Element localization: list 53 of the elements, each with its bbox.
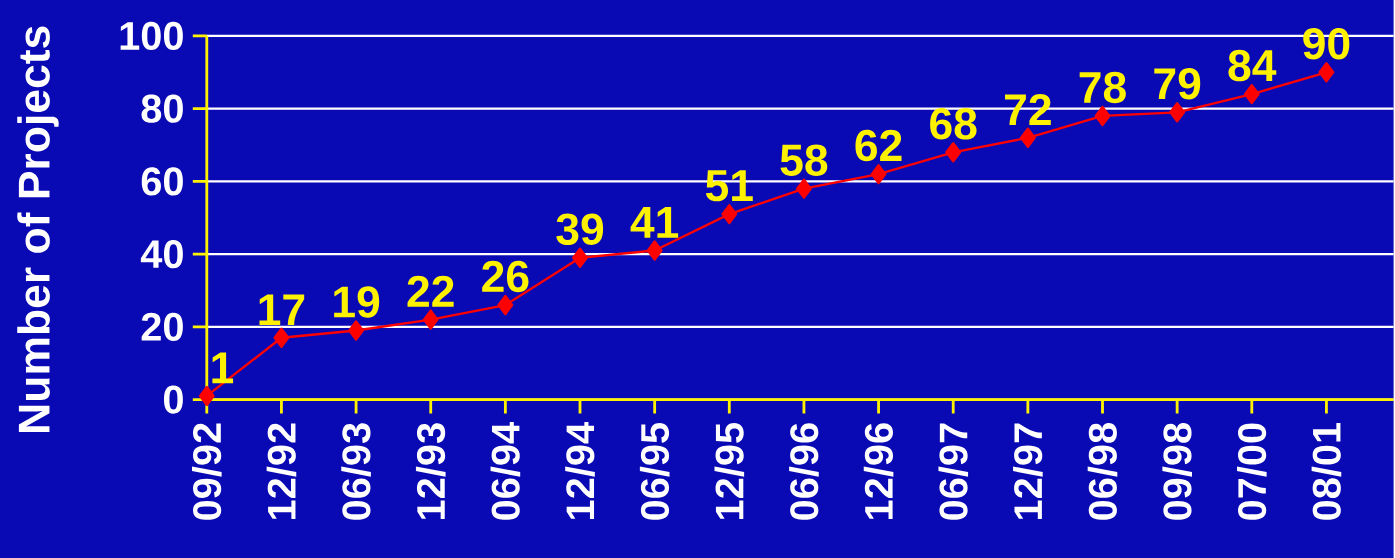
point	[945, 141, 962, 163]
point	[1243, 83, 1260, 105]
point	[1318, 61, 1335, 83]
y-axis-title: Number of Projects	[17, 26, 59, 432]
data-label: 19	[334, 286, 380, 318]
point	[497, 294, 514, 315]
point	[1169, 101, 1186, 123]
point	[796, 178, 812, 199]
y-tick-label: 80	[141, 94, 183, 123]
point	[870, 163, 887, 185]
data-label: 17	[259, 294, 305, 325]
y-tick-label: 40	[140, 239, 183, 269]
y-tick-label: 60	[141, 167, 183, 196]
point	[1094, 105, 1111, 126]
point	[273, 327, 290, 348]
data-label: 58	[780, 144, 828, 176]
x-tick-label: 12/94	[565, 421, 595, 519]
x-tick-label: 06/93	[341, 423, 371, 520]
x-tick-label: 12/92	[266, 423, 297, 519]
x-tick-label: 12/96	[863, 423, 894, 519]
x-tick-label: 06/96	[789, 423, 819, 520]
point	[348, 320, 364, 341]
data-label: 22	[407, 275, 454, 307]
x-tick-label: 08/01	[1311, 422, 1342, 520]
x-tick-label: 06/94	[490, 421, 521, 520]
x-tick-label: 06/95	[639, 422, 670, 520]
x-tick-label: 06/97	[938, 423, 969, 520]
point	[721, 203, 738, 225]
point	[646, 240, 663, 261]
y-tick-label: 0	[163, 385, 183, 414]
x-tick-label: 07/00	[1236, 423, 1267, 520]
point	[422, 309, 439, 330]
x-tick-label: 12/93	[415, 423, 446, 519]
point	[572, 247, 588, 268]
data-label: 26	[482, 260, 529, 293]
y-tick-label: 20	[141, 312, 183, 341]
x-tick-label: 06/98	[1087, 422, 1118, 520]
point	[198, 385, 215, 406]
data-label: 1	[212, 352, 234, 383]
data-label: 62	[855, 129, 902, 162]
x-tick-label: 09/98	[1162, 422, 1192, 520]
x-tick-label: 12/97	[1013, 423, 1043, 519]
data-label: 39	[556, 213, 604, 245]
point	[1019, 127, 1036, 148]
data-label: 78	[1079, 71, 1126, 103]
y-tick-label: 100	[120, 21, 183, 50]
data-label: 68	[930, 107, 977, 140]
data-label: 84	[1228, 49, 1277, 82]
x-tick-label: 09/92	[192, 423, 222, 520]
x-tick-label: 12/95	[714, 422, 745, 519]
data-label: 79	[1154, 67, 1201, 100]
data-label: 90	[1303, 27, 1350, 60]
data-label: 41	[630, 206, 679, 238]
